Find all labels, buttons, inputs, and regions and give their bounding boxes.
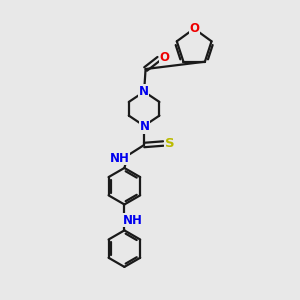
Text: O: O [159, 51, 169, 64]
Text: NH: NH [110, 152, 130, 165]
Text: N: N [139, 85, 148, 98]
Text: NH: NH [123, 214, 142, 226]
Text: N: N [140, 120, 150, 133]
Text: S: S [165, 137, 175, 150]
Text: O: O [189, 22, 199, 35]
